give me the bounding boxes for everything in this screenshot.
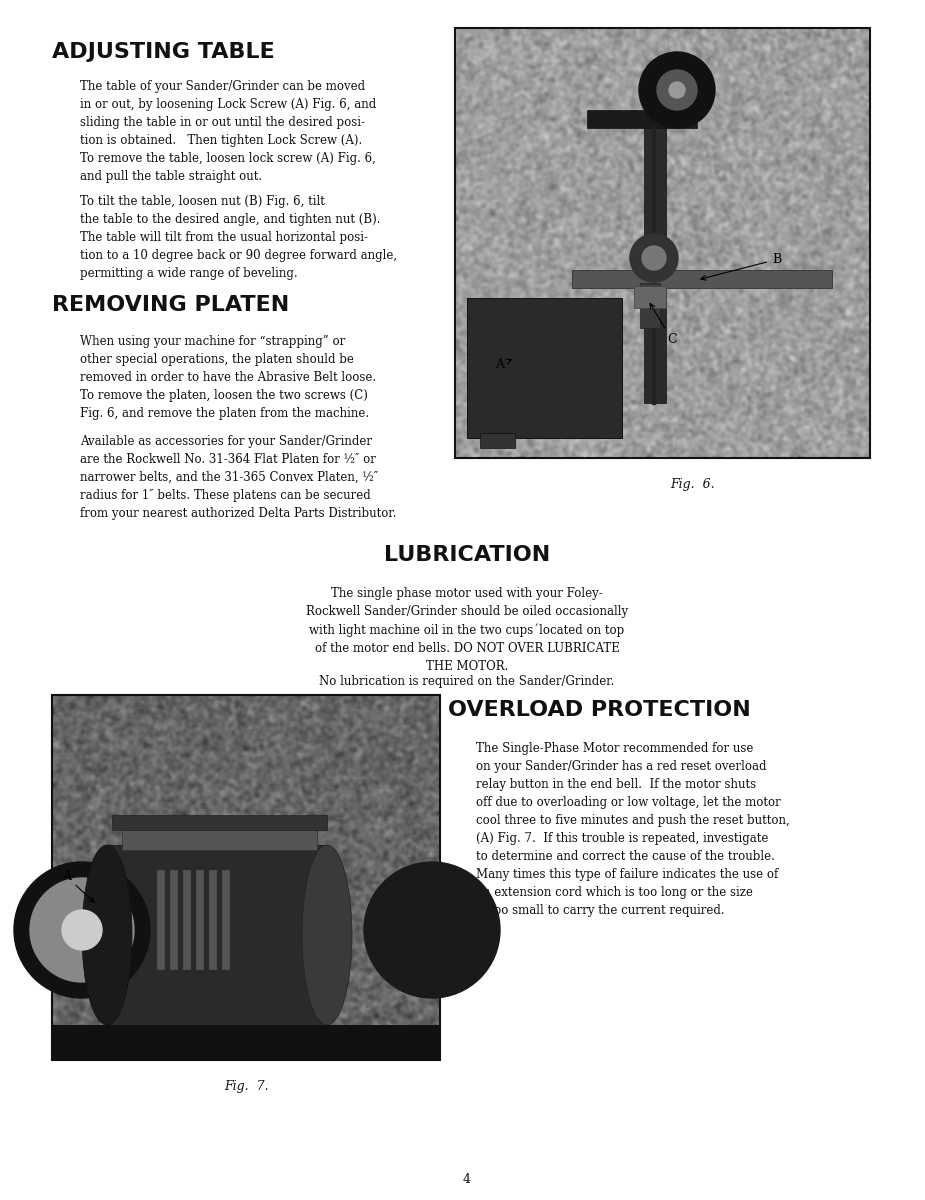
Text: A: A xyxy=(495,358,512,371)
Bar xyxy=(157,870,165,970)
Bar xyxy=(222,870,230,970)
Text: The single phase motor used with your Foley-
Rockwell Sander/Grinder should be o: The single phase motor used with your Fo… xyxy=(306,587,628,673)
Text: LUBRICATION: LUBRICATION xyxy=(384,545,550,565)
Bar xyxy=(587,110,697,128)
Circle shape xyxy=(364,862,500,998)
Bar xyxy=(183,870,191,970)
Circle shape xyxy=(669,82,685,98)
Bar xyxy=(572,270,832,288)
Text: ADJUSTING TABLE: ADJUSTING TABLE xyxy=(52,42,275,62)
Bar xyxy=(209,870,217,970)
Circle shape xyxy=(30,878,134,982)
Text: When using your machine for “strapping” or
other special operations, the platen : When using your machine for “strapping” … xyxy=(80,335,376,420)
Text: A: A xyxy=(62,870,94,902)
Bar xyxy=(52,1025,440,1060)
Text: 4: 4 xyxy=(463,1174,471,1186)
Text: B: B xyxy=(701,253,782,280)
Ellipse shape xyxy=(302,845,352,1025)
Text: To tilt the table, loosen nut (B) Fig. 6, tilt
the table to the desired angle, a: To tilt the table, loosen nut (B) Fig. 6… xyxy=(80,194,397,280)
Text: REMOVING PLATEN: REMOVING PLATEN xyxy=(52,295,290,314)
Text: OVERLOAD PROTECTION: OVERLOAD PROTECTION xyxy=(448,700,751,720)
Bar xyxy=(644,108,666,403)
Bar xyxy=(52,695,440,1060)
Ellipse shape xyxy=(82,845,132,1025)
Bar xyxy=(640,283,660,328)
Text: No lubrication is required on the Sander/Grinder.: No lubrication is required on the Sander… xyxy=(319,674,615,688)
Bar xyxy=(455,28,870,458)
Circle shape xyxy=(62,910,102,950)
Circle shape xyxy=(642,246,666,270)
Bar xyxy=(122,826,317,850)
Text: Available as accessories for your Sander/Grinder
are the Rockwell No. 31-364 Fla: Available as accessories for your Sander… xyxy=(80,434,397,520)
Text: The Single-Phase Motor recommended for use
on your Sander/Grinder has a red rese: The Single-Phase Motor recommended for u… xyxy=(476,742,790,917)
Bar xyxy=(467,298,622,438)
Text: C: C xyxy=(650,304,676,346)
Bar xyxy=(480,433,515,448)
Bar xyxy=(634,286,666,308)
Text: Fig.  6.: Fig. 6. xyxy=(670,478,714,491)
Bar xyxy=(107,845,327,1025)
Bar xyxy=(196,870,204,970)
Circle shape xyxy=(657,70,697,110)
Circle shape xyxy=(639,52,715,128)
Text: The table of your Sander/Grinder can be moved
in or out, by loosening Lock Screw: The table of your Sander/Grinder can be … xyxy=(80,80,376,182)
Circle shape xyxy=(14,862,150,998)
Text: Fig.  7.: Fig. 7. xyxy=(224,1080,268,1093)
Bar xyxy=(170,870,178,970)
Circle shape xyxy=(630,234,678,282)
Bar xyxy=(112,815,327,830)
